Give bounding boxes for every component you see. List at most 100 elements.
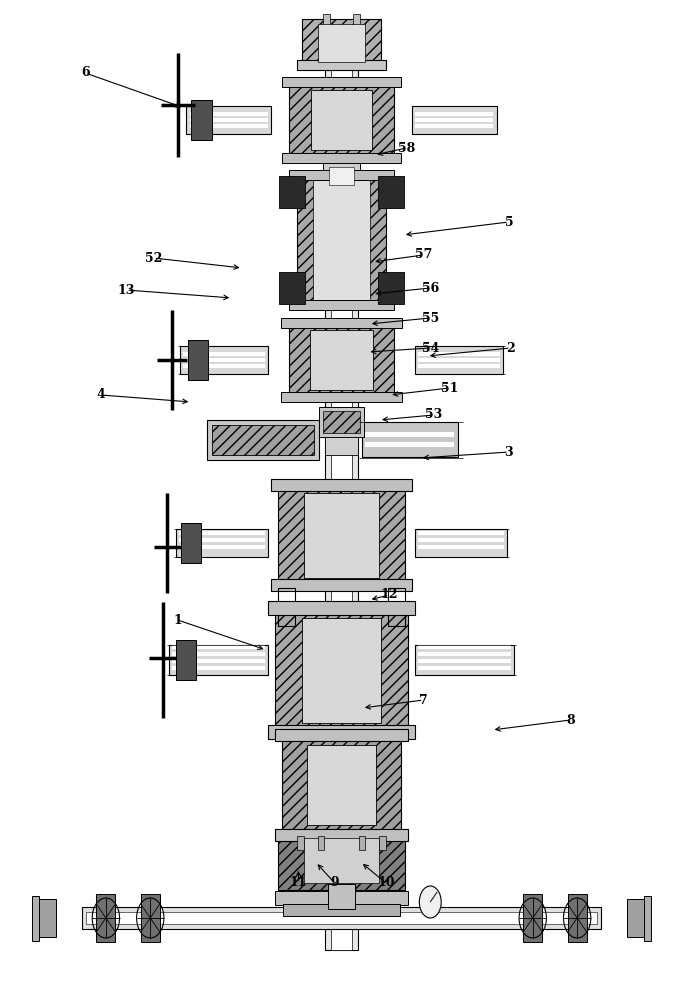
Bar	[176, 640, 196, 680]
Bar	[32, 896, 39, 940]
Bar	[275, 610, 408, 730]
Bar	[169, 645, 268, 675]
Bar	[297, 836, 304, 850]
Bar	[288, 170, 395, 180]
Text: 53: 53	[425, 408, 443, 422]
Text: 9: 9	[331, 876, 339, 890]
Bar	[418, 531, 504, 535]
Bar	[297, 60, 386, 70]
Bar	[86, 912, 597, 924]
Bar	[179, 538, 265, 542]
Bar	[282, 738, 401, 832]
Bar	[279, 272, 305, 304]
Text: 5: 5	[505, 216, 513, 229]
Text: 54: 54	[421, 342, 439, 355]
Text: 58: 58	[398, 141, 415, 154]
Text: 4: 4	[97, 388, 105, 401]
Bar	[379, 836, 386, 850]
Text: 56: 56	[421, 282, 439, 294]
Text: 13: 13	[117, 284, 135, 296]
Bar	[180, 346, 268, 374]
Bar	[189, 124, 268, 128]
Bar	[303, 617, 381, 722]
Bar	[279, 588, 295, 626]
Bar	[418, 364, 500, 368]
Bar	[523, 894, 542, 942]
Text: 7: 7	[419, 694, 428, 706]
Bar	[191, 100, 212, 140]
Bar	[288, 300, 395, 310]
Bar	[415, 118, 493, 122]
Bar	[288, 324, 395, 396]
Text: 6: 6	[81, 66, 89, 80]
Bar	[96, 894, 115, 942]
Bar	[176, 529, 268, 557]
Bar	[415, 112, 493, 116]
Bar	[283, 904, 400, 916]
Bar	[365, 432, 454, 437]
Text: 8: 8	[566, 714, 574, 726]
Bar	[310, 330, 373, 390]
Bar	[313, 180, 370, 300]
Bar	[172, 652, 265, 656]
Text: 1: 1	[173, 613, 182, 626]
Bar	[279, 486, 404, 584]
Bar	[186, 106, 271, 134]
Bar	[318, 24, 365, 62]
Bar	[359, 836, 365, 850]
Bar	[183, 364, 265, 368]
Bar	[331, 50, 352, 950]
Bar	[322, 162, 361, 190]
Bar	[179, 531, 265, 535]
Bar	[179, 545, 265, 549]
Bar	[172, 666, 265, 670]
Bar	[297, 175, 386, 305]
Text: 52: 52	[145, 251, 163, 264]
Bar	[418, 358, 500, 362]
Bar	[388, 588, 404, 626]
Bar	[323, 14, 330, 36]
Bar	[189, 112, 268, 116]
Bar	[304, 837, 379, 882]
Circle shape	[419, 886, 441, 918]
Bar	[82, 907, 601, 929]
Bar	[282, 153, 401, 163]
Bar	[268, 725, 415, 739]
Bar	[189, 118, 268, 122]
Bar	[418, 659, 511, 663]
Bar	[627, 899, 646, 937]
Bar	[415, 346, 503, 374]
Bar	[275, 829, 408, 841]
Text: 2: 2	[507, 342, 515, 355]
Bar	[281, 392, 402, 402]
Text: 12: 12	[380, 588, 398, 601]
Text: 11: 11	[290, 876, 307, 890]
Bar	[275, 729, 408, 741]
Text: 3: 3	[505, 446, 513, 458]
Bar	[181, 523, 201, 563]
Bar	[307, 745, 376, 825]
Bar	[275, 891, 408, 905]
Bar	[328, 884, 355, 908]
Bar	[415, 645, 514, 675]
Bar	[172, 645, 265, 649]
Bar	[272, 479, 411, 491]
Bar	[141, 894, 160, 942]
Bar	[362, 422, 458, 457]
Bar	[378, 272, 404, 304]
Bar	[325, 50, 358, 950]
Bar	[172, 659, 265, 663]
Bar	[378, 176, 404, 208]
Bar	[37, 899, 56, 937]
Bar	[279, 176, 305, 208]
Bar	[320, 407, 363, 437]
Bar	[188, 340, 208, 380]
Bar	[418, 352, 500, 356]
Bar	[212, 425, 314, 455]
Bar	[568, 894, 587, 942]
Bar	[183, 358, 265, 362]
Bar	[322, 411, 361, 433]
Bar	[353, 14, 360, 36]
Bar	[418, 545, 504, 549]
Bar	[418, 652, 511, 656]
